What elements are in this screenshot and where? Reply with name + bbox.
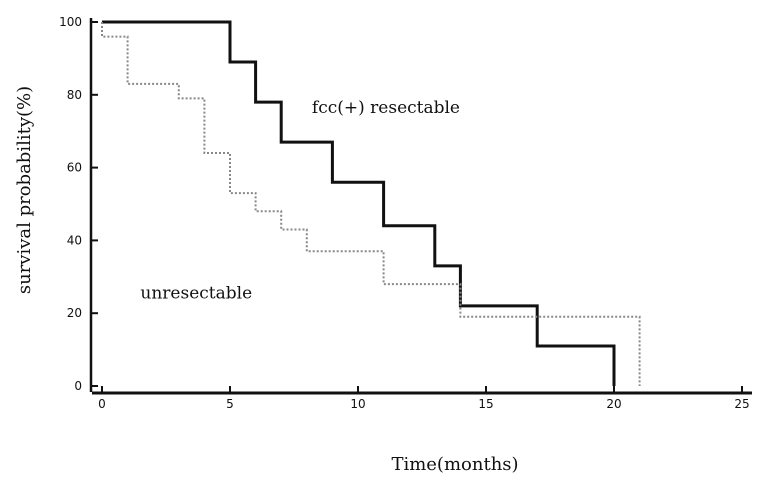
y-tick-label: 20 [67, 306, 82, 320]
annotation-label: fcc(+) resectable [312, 98, 460, 118]
y-tick-label: 40 [67, 233, 82, 247]
annotation-layer: fcc(+) resectable unresectable [140, 98, 460, 304]
y-tick-label: 60 [67, 161, 82, 175]
annotation-label: unresectable [140, 284, 252, 304]
x-tick-label: 0 [98, 397, 106, 411]
y-tick-label: 100 [59, 15, 82, 29]
y-axis-title: survival probability(%) [14, 86, 35, 294]
series-layer [101, 20, 641, 386]
y-tick-label: 0 [74, 379, 82, 393]
x-tick-label: 10 [350, 397, 365, 411]
ticks: 0 5 10 15 20 25 0 20 40 60 80 100 [59, 15, 750, 411]
x-axis-title: Time(months) [391, 454, 518, 475]
y-tick-label: 80 [67, 88, 82, 102]
x-tick-label: 15 [478, 397, 493, 411]
x-tick-label: 25 [734, 397, 749, 411]
axes [89, 18, 752, 395]
series-line-resectable [102, 20, 616, 386]
x-tick-label: 5 [226, 397, 234, 411]
series-line-unresectable [101, 22, 641, 386]
x-tick-label: 20 [606, 397, 621, 411]
